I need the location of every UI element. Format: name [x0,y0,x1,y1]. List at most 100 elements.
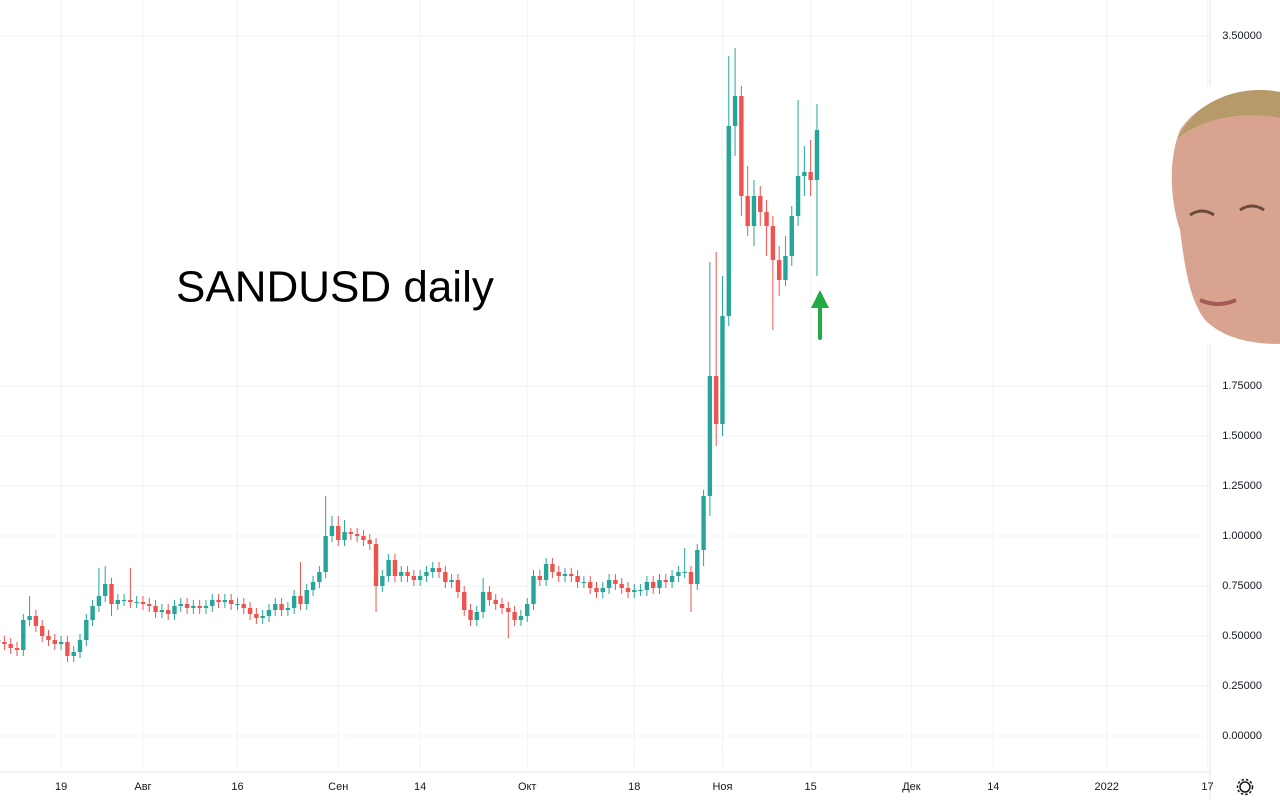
candle-body [462,592,466,610]
candle-body [563,574,567,576]
candle-body [619,584,623,588]
x-tick-label: 18 [628,781,640,793]
candle-body [172,606,176,614]
candle-body [632,590,636,592]
candle-body [531,576,535,604]
candle-body [418,576,422,580]
x-tick-label: 16 [231,781,243,793]
candle-body [701,496,705,550]
candle-body [311,582,315,590]
candle-body [267,610,271,616]
candle-body [519,616,523,620]
candle-body [153,606,157,612]
candle-body [128,600,132,602]
x-tick-label: Авг [134,781,151,793]
candle-body [431,568,435,572]
candle-body [544,564,548,580]
candle-body [708,376,712,496]
candle-body [594,588,598,592]
candle-body [588,582,592,588]
candle-body [355,534,359,536]
y-tick-label: 1.00000 [1222,530,1262,542]
candle-body [317,572,321,582]
candle-body [235,604,239,605]
x-tick-label: Окт [518,781,537,793]
arrow [811,290,829,338]
candle-body [380,576,384,586]
y-tick-label: 1.25000 [1222,480,1262,492]
candle-body [197,606,201,608]
candle-body [720,316,724,424]
candle-body [550,564,554,572]
candle-body [626,588,630,592]
candle-body [210,600,214,606]
candle-body [59,642,63,644]
candle-body [601,588,605,592]
candle-body [248,608,252,614]
candle-body [651,582,655,588]
annotation: SANDUSD daily [176,263,494,312]
x-tick-label: 15 [805,781,817,793]
candle-body [475,612,479,620]
candle-body [147,604,151,606]
y-tick-label: 0.25000 [1222,680,1262,692]
candle-body [342,532,346,540]
candle-body [752,196,756,226]
x-tick-label: 14 [987,781,999,793]
candle-body [53,640,57,644]
candle-body [745,196,749,226]
candle-body [437,568,441,572]
candle-body [468,610,472,620]
candle-body [714,376,718,424]
candle-body [116,600,120,604]
candle-body [368,540,372,544]
y-tick-label: 1.75000 [1222,380,1262,392]
x-tick-label: 2022 [1094,781,1118,793]
candle-body [676,572,680,576]
candle-body [796,176,800,216]
candle-body [695,550,699,584]
x-tick-label: 19 [55,781,67,793]
candle-body [15,648,19,650]
candle-body [456,580,460,592]
candle-body [783,256,787,280]
y-tick-label: 0.00000 [1222,730,1262,742]
candle-body [733,96,737,126]
candle-body [330,526,334,536]
candle-body [790,216,794,256]
candle-body [727,126,731,316]
candle-body [525,604,529,616]
candle-body [638,590,642,591]
candle-body [412,576,416,580]
candle-body [538,576,542,580]
candle-body [424,572,428,576]
candle-body [739,96,743,196]
candle-body [65,642,69,656]
x-tick-label: 14 [414,781,426,793]
candle-body [506,608,510,612]
candle-body [361,536,365,540]
candle-body [27,616,31,620]
y-tick-label: 0.50000 [1222,630,1262,642]
candle-body [103,584,107,596]
candle-body [216,600,220,602]
candle-body [223,600,227,602]
candle-body [802,172,806,176]
candle-body [141,602,145,604]
x-tick-label: Дек [902,781,921,793]
candle-body [109,584,113,604]
settings-icon[interactable] [1238,780,1253,795]
y-tick-label: 3.50000 [1222,30,1262,42]
candle-body [229,600,233,604]
candle-body [260,616,264,618]
y-tick-label: 1.50000 [1222,430,1262,442]
candle-body [613,580,617,584]
candle-body [185,604,189,608]
candle-body [582,582,586,583]
x-tick-label: Ноя [712,781,732,793]
x-tick-label: Сен [328,781,348,793]
candle-body [481,592,485,612]
candle-body [575,576,579,582]
